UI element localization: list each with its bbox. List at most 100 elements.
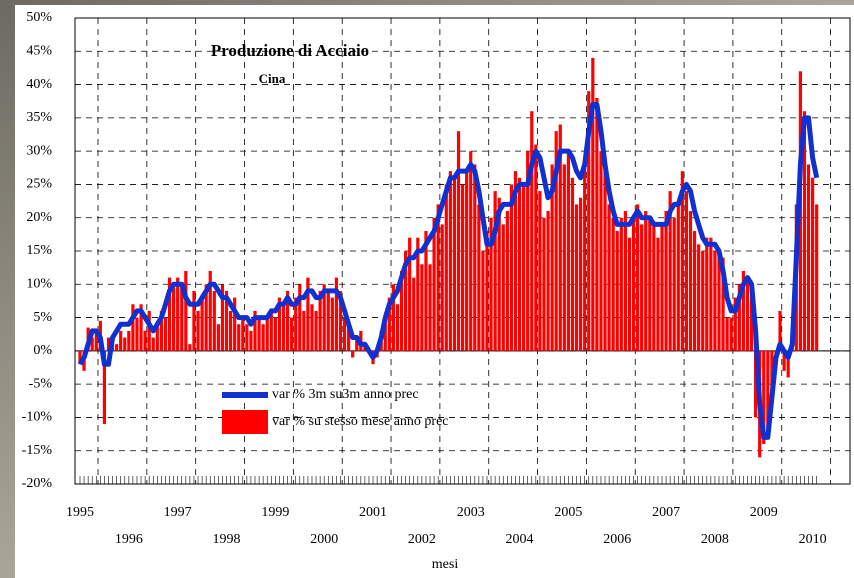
y-tick-label: 35% — [26, 110, 52, 125]
bar — [624, 211, 627, 351]
bar — [351, 351, 354, 358]
bar — [201, 298, 204, 351]
x-tick-label: 2004 — [506, 532, 534, 547]
bar — [595, 98, 598, 351]
y-tick-label: 40% — [26, 77, 52, 92]
bar — [420, 264, 423, 351]
y-tick-label: -5% — [29, 376, 53, 391]
x-tick-label: 1998 — [213, 532, 241, 547]
bar — [274, 318, 277, 351]
bar — [652, 224, 655, 350]
bar — [310, 304, 313, 351]
y-tick-label: 45% — [26, 44, 52, 59]
bar — [608, 204, 611, 350]
x-tick-label: 2003 — [457, 505, 485, 520]
bar — [217, 324, 220, 351]
bar — [428, 264, 431, 351]
bar — [164, 318, 167, 351]
bar — [302, 311, 305, 351]
y-tick-label: 15% — [26, 243, 52, 258]
x-tick-label: 2000 — [310, 532, 338, 547]
x-tick-label: 1996 — [115, 532, 143, 547]
bar — [396, 304, 399, 351]
bar — [660, 224, 663, 350]
y-tick-label: 30% — [26, 143, 52, 158]
bar — [599, 151, 602, 351]
bar — [693, 231, 696, 351]
x-tick-label: 1997 — [164, 505, 192, 520]
bar — [701, 251, 704, 351]
bar — [591, 58, 594, 351]
bar — [453, 178, 456, 351]
bar — [648, 218, 651, 351]
bar — [518, 178, 521, 351]
bar — [811, 178, 814, 351]
bar — [534, 144, 537, 350]
bar — [127, 331, 130, 351]
bar — [237, 324, 240, 351]
legend-label: var % 3m su3m anno prec — [272, 387, 419, 402]
bar — [567, 151, 570, 351]
bar — [290, 318, 293, 351]
bar — [327, 291, 330, 351]
y-tick-label: -10% — [22, 410, 53, 425]
y-tick-label: 0% — [33, 343, 52, 358]
bar — [314, 311, 317, 351]
bar — [713, 251, 716, 351]
bar — [705, 238, 708, 351]
bar — [465, 171, 468, 351]
bar — [441, 224, 444, 350]
bar — [730, 318, 733, 351]
x-tick-label: 2008 — [701, 532, 729, 547]
bar — [257, 318, 260, 351]
bar — [616, 231, 619, 351]
bar — [673, 218, 676, 351]
bar — [640, 224, 643, 350]
x-tick-label: 2005 — [554, 505, 582, 520]
bar — [412, 278, 415, 351]
bar — [298, 284, 301, 351]
bar — [249, 331, 252, 351]
bar — [229, 311, 232, 351]
bar — [331, 298, 334, 351]
bar — [176, 278, 179, 351]
x-tick-label: 2006 — [603, 532, 631, 547]
bar — [477, 204, 480, 350]
bar — [148, 311, 151, 351]
page: Produzione di Acciaio Cina mesi -20%-15%… — [0, 0, 854, 578]
bar — [408, 238, 411, 351]
y-tick-label: 25% — [26, 177, 52, 192]
bar — [685, 191, 688, 351]
chart-title: Produzione di Acciaio — [211, 41, 369, 60]
x-tick-label: 2001 — [359, 505, 387, 520]
x-tick-label: 2009 — [750, 505, 778, 520]
bar — [620, 218, 623, 351]
bar — [196, 311, 199, 351]
x-axis-label: mesi — [432, 557, 459, 572]
bar — [282, 304, 285, 351]
y-tick-label: -15% — [22, 443, 53, 458]
bar — [664, 211, 667, 351]
bar — [628, 238, 631, 351]
bar — [571, 178, 574, 351]
bar — [579, 198, 582, 351]
bar — [636, 204, 639, 350]
y-tick-label: 10% — [26, 277, 52, 292]
bar — [485, 231, 488, 351]
bar — [152, 338, 155, 351]
bar — [262, 324, 265, 351]
legend-swatch — [222, 410, 268, 434]
bar — [746, 278, 749, 351]
legend-label: var % su stesso mese anno prec — [272, 414, 449, 429]
y-tick-label: -20% — [22, 476, 53, 491]
bar — [144, 331, 147, 351]
bar — [192, 291, 195, 351]
y-tick-label: 5% — [33, 310, 52, 325]
bar — [172, 284, 175, 351]
bar — [449, 171, 452, 351]
x-tick-label: 1999 — [261, 505, 289, 520]
bar — [184, 271, 187, 351]
bar — [506, 211, 509, 351]
y-tick-label: 20% — [26, 210, 52, 225]
x-tick-label: 1995 — [66, 505, 94, 520]
